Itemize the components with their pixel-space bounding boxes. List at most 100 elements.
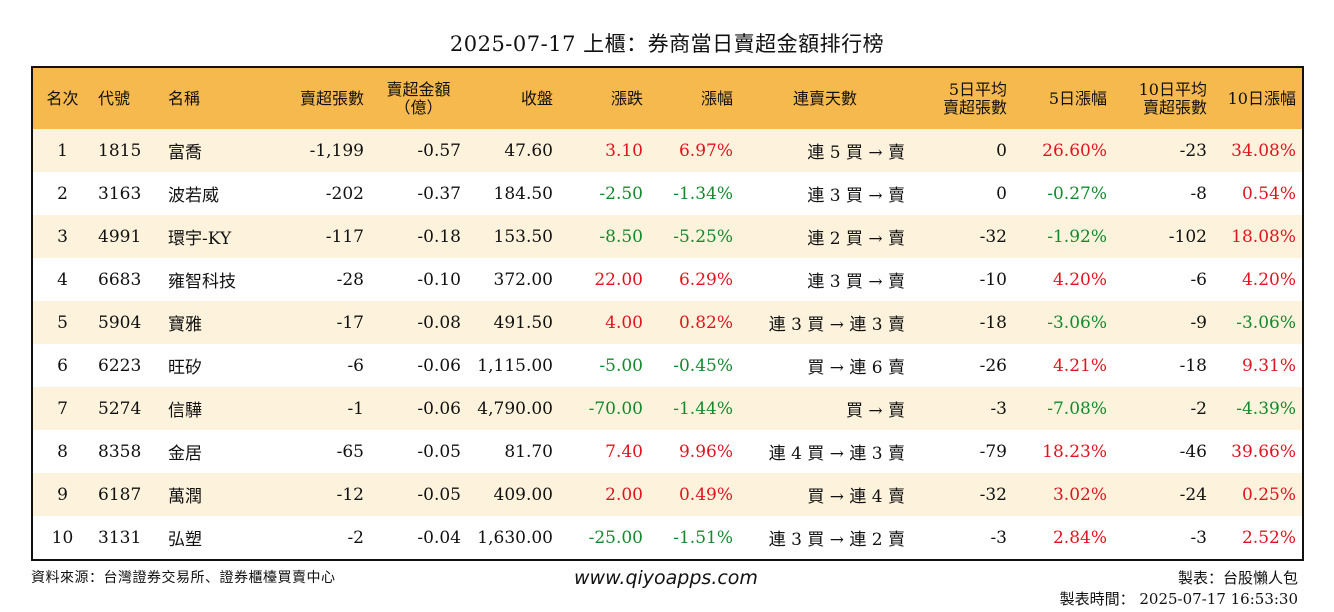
change-cell: -2.50	[599, 183, 643, 204]
sell-shares-cell: -28	[336, 269, 364, 290]
avg5-cell: -18	[979, 312, 1007, 333]
rank-cell: 2	[57, 183, 68, 204]
avg10-cell: -8	[1190, 183, 1207, 204]
change-cell: -70.00	[588, 398, 643, 419]
sell-amount-cell: -0.05	[417, 441, 461, 462]
sell-shares-cell: -2	[347, 527, 364, 548]
sell-amount-cell: -0.08	[417, 312, 461, 333]
table-row: 7 5274 信驊 -1 -0.06 4,790.00 -70.00 -1.44% 買 → 賣 -…	[32, 387, 1303, 430]
close-cell: 81.70	[504, 441, 553, 462]
streak-cell: 買 → 連 4 賣	[807, 487, 905, 507]
pct10-cell: 18.08%	[1231, 226, 1296, 247]
avg10-cell: -3	[1190, 527, 1207, 548]
generated-time: 製表時間： 2025-07-17 16:53:30	[1059, 590, 1298, 608]
streak-cell: 連 3 買 → 賣	[807, 186, 905, 206]
streak-cell: 連 5 買 → 賣	[807, 143, 905, 163]
header-avg10-line2: 賣超張數	[1142, 97, 1207, 117]
pct5-cell: 4.21%	[1052, 355, 1107, 376]
name-cell: 弘塑	[168, 530, 202, 550]
rank-cell: 6	[57, 355, 68, 376]
sell-shares-cell: -12	[336, 484, 364, 505]
rank-cell: 1	[57, 140, 68, 161]
close-cell: 47.60	[504, 140, 553, 161]
table-row: 8 8358 金居 -65 -0.05 81.70 7.40 9.96% 連 4 買 → 連 3…	[32, 430, 1303, 473]
table-body: 1 1815 富喬 -1,199 -0.57 47.60 3.10 6.97% 連 5 買 → …	[32, 129, 1303, 560]
header-streak: 連賣天數	[792, 88, 857, 108]
page-title: 2025-07-17 上櫃：券商當日賣超金額排行榜	[449, 32, 885, 56]
pct-cell: 0.82%	[678, 312, 733, 333]
sell-amount-cell: -0.06	[417, 398, 461, 419]
change-cell: 3.10	[605, 140, 643, 161]
avg5-cell: -10	[979, 269, 1007, 290]
pct10-cell: -3.06%	[1236, 312, 1296, 333]
header-sell-amount-line1: 賣超金額	[386, 79, 451, 99]
sell-shares-cell: -17	[336, 312, 364, 333]
change-cell: -5.00	[599, 355, 643, 376]
header-code: 代號	[98, 88, 131, 108]
table-row: 5 5904 寶雅 -17 -0.08 491.50 4.00 0.82% 連 3 買 → 連 …	[32, 301, 1303, 344]
pct-cell: -0.45%	[673, 355, 733, 376]
name-cell: 萬潤	[168, 487, 202, 507]
name-cell: 富喬	[168, 143, 202, 163]
streak-cell: 買 → 賣	[845, 401, 905, 421]
table-row: 2 3163 波若威 -202 -0.37 184.50 -2.50 -1.34% 連 3 買 …	[32, 172, 1303, 215]
pct10-cell: 34.08%	[1231, 140, 1296, 161]
table-row: 9 6187 萬潤 -12 -0.05 409.00 2.00 0.49% 買 → 連 4 賣 -…	[32, 473, 1303, 516]
header-change: 漲跌	[610, 88, 643, 108]
sell-amount-cell: -0.06	[417, 355, 461, 376]
sell-shares-cell: -117	[325, 226, 364, 247]
avg5-cell: 0	[996, 140, 1007, 161]
header-pct10: 10日漲幅	[1227, 88, 1296, 108]
name-cell: 環宇-KY	[168, 229, 232, 249]
close-cell: 153.50	[493, 226, 553, 247]
header-sell-amount: 賣超金額 （億）	[370, 67, 467, 129]
close-cell: 1,115.00	[477, 355, 553, 376]
pct10-cell: 39.66%	[1231, 441, 1296, 462]
change-cell: 2.00	[605, 484, 643, 505]
name-cell: 雍智科技	[168, 272, 236, 292]
maker-credit: 製表：台股懶人包	[1177, 569, 1298, 587]
header-sell-shares: 賣超張數	[299, 88, 364, 108]
table-header-row: 名次 代號 名稱 賣超張數 賣超金額 （億） 收盤 漲跌 漲幅 連賣天數 5日平…	[32, 67, 1303, 129]
code-cell: 3131	[98, 527, 142, 548]
avg10-cell: -9	[1190, 312, 1207, 333]
pct5-cell: -1.92%	[1047, 226, 1107, 247]
change-cell: -25.00	[588, 527, 643, 548]
code-cell: 6223	[98, 355, 142, 376]
rank-cell: 3	[57, 226, 68, 247]
header-avg5-line1: 5日平均	[948, 79, 1007, 99]
code-cell: 3163	[98, 183, 142, 204]
website-link[interactable]: www.qiyoapps.com	[574, 567, 758, 589]
header-rank: 名次	[46, 88, 79, 108]
pct5-cell: -0.27%	[1047, 183, 1107, 204]
code-cell: 5904	[98, 312, 142, 333]
table-row: 1 1815 富喬 -1,199 -0.57 47.60 3.10 6.97% 連 5 買 → …	[32, 129, 1303, 172]
header-avg10-line1: 10日平均	[1138, 79, 1207, 99]
streak-cell: 買 → 連 6 賣	[807, 358, 905, 378]
header-close: 收盤	[520, 88, 553, 108]
pct-cell: -1.44%	[673, 398, 733, 419]
avg5-cell: -32	[979, 226, 1007, 247]
pct5-cell: 3.02%	[1052, 484, 1107, 505]
avg10-cell: -102	[1168, 226, 1207, 247]
pct-cell: 6.29%	[678, 269, 733, 290]
streak-cell: 連 3 買 → 連 2 賣	[768, 530, 905, 550]
avg10-cell: -18	[1179, 355, 1207, 376]
name-cell: 信驊	[168, 401, 202, 421]
data-source: 資料來源：台灣證券交易所、證券櫃檯買賣中心	[31, 570, 336, 586]
pct5-cell: -3.06%	[1047, 312, 1107, 333]
code-cell: 8358	[98, 441, 142, 462]
pct10-cell: 9.31%	[1241, 355, 1296, 376]
pct10-cell: 2.52%	[1241, 527, 1296, 548]
name-cell: 波若威	[168, 186, 219, 206]
pct-cell: 0.49%	[678, 484, 733, 505]
code-cell: 6187	[98, 484, 142, 505]
streak-cell: 連 2 買 → 賣	[807, 229, 905, 249]
table-row: 6 6223 旺矽 -6 -0.06 1,115.00 -5.00 -0.45% 買 → 連 6…	[32, 344, 1303, 387]
avg5-cell: -79	[979, 441, 1007, 462]
pct5-cell: 2.84%	[1052, 527, 1107, 548]
sell-shares-cell: -65	[336, 441, 364, 462]
rank-cell: 5	[57, 312, 68, 333]
header-sell-amount-line2: （億）	[394, 97, 443, 117]
sell-amount-cell: -0.18	[417, 226, 461, 247]
